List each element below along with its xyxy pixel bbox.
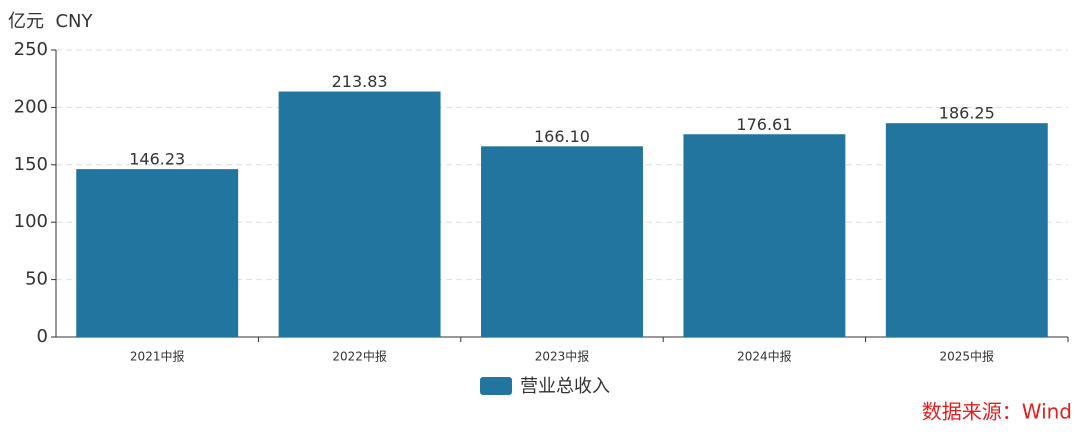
x-tick-label: 2025中报: [940, 349, 995, 364]
value-label: 166.10: [534, 127, 590, 146]
x-tick-label: 2023中报: [535, 349, 590, 364]
x-tick-label: 2021中报: [130, 349, 185, 364]
source: 数据来源：Wind: [922, 400, 1072, 424]
value-label: 176.61: [736, 115, 792, 134]
x-tick-label: 2024中报: [737, 349, 792, 364]
bar: [683, 134, 846, 337]
bar: [76, 169, 239, 337]
y-tick-label: 250: [14, 39, 48, 60]
y-tick-label: 200: [14, 96, 48, 117]
legend-label: 营业总收入: [520, 376, 610, 397]
legend-swatch: [480, 377, 512, 395]
bar: [885, 123, 1048, 337]
y-tick-label: 150: [14, 154, 48, 175]
value-label: 213.83: [332, 72, 388, 91]
y-tick-label: 0: [37, 326, 48, 347]
bar: [481, 146, 643, 337]
value-label: 186.25: [939, 104, 995, 123]
x-tick-label: 2022中报: [332, 349, 387, 364]
y-tick-label: 100: [14, 211, 48, 232]
value-label: 146.23: [129, 150, 185, 169]
y-axis-label: 亿元 CNY: [8, 11, 93, 32]
bar: [278, 91, 441, 337]
y-tick-label: 50: [25, 269, 48, 290]
